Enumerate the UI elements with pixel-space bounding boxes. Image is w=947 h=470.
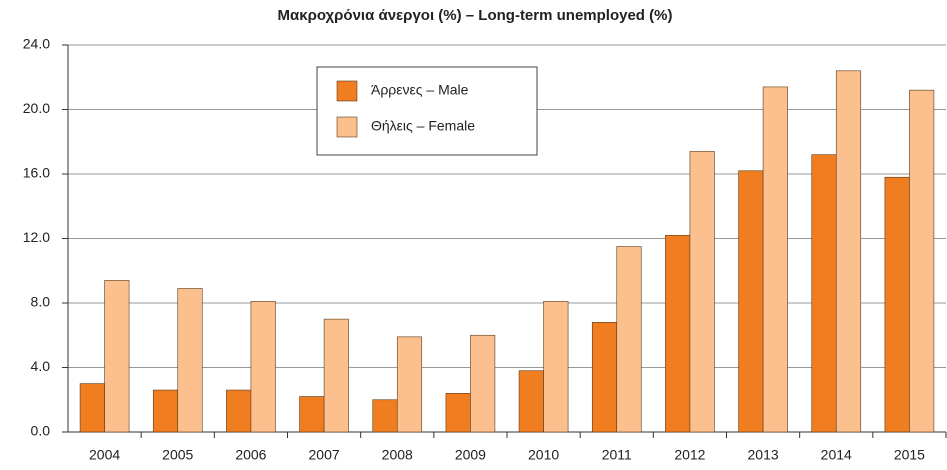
- x-tick-label: 2011: [602, 447, 632, 463]
- x-tick-label: 2013: [748, 447, 779, 463]
- bar: [299, 396, 325, 433]
- bar: [323, 318, 349, 433]
- x-tick-label: 2006: [235, 447, 266, 463]
- y-tick-label: 4.0: [31, 358, 51, 374]
- bar: [762, 86, 788, 433]
- x-tick-label: 2010: [528, 447, 559, 463]
- legend-swatch: [336, 80, 358, 102]
- bar: [396, 336, 423, 433]
- bar: [738, 170, 764, 433]
- bar: [909, 89, 935, 433]
- y-tick-label: 16.0: [23, 165, 50, 181]
- bar: [835, 70, 862, 433]
- y-tick-label: 20.0: [23, 100, 50, 116]
- bar: [811, 154, 837, 433]
- bar: [226, 389, 252, 433]
- x-tick-label: 2009: [455, 447, 486, 463]
- x-tick-label: 2004: [89, 447, 120, 463]
- legend-label: Θήλεις – Female: [371, 118, 475, 134]
- legend-box: [316, 66, 538, 156]
- bar: [152, 389, 179, 433]
- bar: [689, 151, 715, 433]
- bar: [445, 392, 471, 433]
- bar: [104, 280, 130, 433]
- x-tick-label: 2007: [309, 447, 340, 463]
- bar: [591, 322, 618, 433]
- bar: [616, 246, 642, 433]
- x-tick-label: 2008: [382, 447, 413, 463]
- x-tick-label: 2005: [162, 447, 193, 463]
- bar: [470, 334, 496, 433]
- x-tick-label: 2015: [894, 447, 925, 463]
- bar: [884, 176, 910, 433]
- bar: [665, 234, 691, 433]
- x-tick-label: 2014: [821, 447, 852, 463]
- bar: [518, 370, 544, 433]
- bar: [79, 383, 105, 433]
- legend-swatch: [336, 116, 358, 138]
- bar: [372, 399, 398, 433]
- chart-title: Μακροχρόνια άνεργοι (%) – Long-term unem…: [278, 7, 673, 24]
- legend-label: Άρρενες – Male: [371, 82, 469, 98]
- x-tick-label: 2012: [674, 447, 705, 463]
- y-tick-label: 12.0: [23, 229, 50, 245]
- bar: [177, 288, 203, 433]
- bar: [250, 301, 276, 433]
- bar: [543, 301, 569, 433]
- y-tick-label: 0.0: [31, 423, 51, 439]
- y-tick-label: 24.0: [23, 36, 50, 52]
- y-tick-label: 8.0: [31, 294, 51, 310]
